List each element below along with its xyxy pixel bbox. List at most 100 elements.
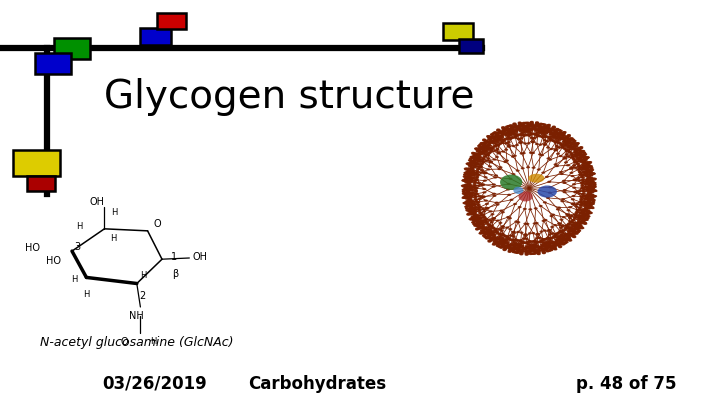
Circle shape — [510, 126, 514, 128]
Circle shape — [562, 216, 566, 218]
Circle shape — [485, 147, 489, 149]
Circle shape — [546, 229, 551, 232]
Circle shape — [573, 149, 577, 151]
Circle shape — [535, 249, 539, 252]
Circle shape — [498, 241, 502, 244]
Circle shape — [583, 222, 587, 224]
Circle shape — [482, 142, 486, 145]
Circle shape — [536, 241, 541, 243]
Circle shape — [577, 170, 582, 173]
Circle shape — [544, 249, 548, 251]
Circle shape — [490, 136, 495, 138]
Circle shape — [469, 161, 474, 163]
Circle shape — [522, 125, 526, 127]
Circle shape — [557, 222, 562, 224]
Circle shape — [575, 158, 580, 160]
Circle shape — [485, 141, 488, 143]
Circle shape — [461, 185, 465, 187]
Circle shape — [482, 229, 485, 231]
Circle shape — [473, 212, 477, 214]
Circle shape — [513, 124, 517, 126]
Circle shape — [567, 223, 570, 226]
Circle shape — [474, 153, 478, 155]
Circle shape — [546, 245, 550, 248]
Circle shape — [544, 248, 548, 250]
Circle shape — [495, 132, 500, 134]
Circle shape — [466, 173, 470, 175]
Circle shape — [485, 146, 490, 148]
Circle shape — [515, 247, 519, 249]
Circle shape — [549, 138, 553, 140]
Circle shape — [585, 217, 590, 219]
Circle shape — [593, 179, 596, 181]
Circle shape — [518, 142, 523, 144]
Circle shape — [575, 209, 580, 211]
Circle shape — [553, 242, 557, 245]
Circle shape — [588, 200, 591, 202]
Circle shape — [513, 127, 518, 129]
Circle shape — [476, 221, 480, 223]
Circle shape — [481, 160, 485, 163]
Circle shape — [498, 136, 501, 139]
Circle shape — [504, 246, 508, 248]
Circle shape — [528, 131, 532, 134]
Circle shape — [479, 216, 483, 219]
Circle shape — [575, 153, 579, 155]
Circle shape — [575, 145, 578, 147]
Circle shape — [581, 174, 585, 176]
Circle shape — [554, 138, 559, 140]
Circle shape — [472, 206, 476, 209]
Circle shape — [539, 127, 543, 129]
Circle shape — [542, 126, 546, 128]
Circle shape — [573, 224, 577, 226]
Circle shape — [523, 131, 526, 133]
Circle shape — [582, 222, 586, 224]
Circle shape — [588, 183, 593, 186]
Circle shape — [580, 146, 583, 148]
Circle shape — [482, 146, 486, 148]
Circle shape — [567, 145, 571, 147]
Circle shape — [467, 174, 471, 177]
Circle shape — [554, 132, 559, 135]
Circle shape — [533, 250, 536, 252]
Circle shape — [570, 152, 573, 155]
Circle shape — [505, 245, 508, 247]
Circle shape — [521, 241, 526, 243]
Circle shape — [470, 172, 474, 175]
Circle shape — [513, 251, 518, 254]
Circle shape — [477, 217, 480, 219]
Circle shape — [526, 122, 530, 124]
Circle shape — [523, 126, 527, 128]
Circle shape — [579, 205, 583, 207]
Circle shape — [532, 137, 536, 139]
Circle shape — [549, 246, 553, 248]
Circle shape — [576, 154, 580, 156]
Circle shape — [463, 187, 467, 189]
Circle shape — [508, 129, 512, 131]
Circle shape — [563, 189, 567, 191]
Circle shape — [513, 203, 517, 205]
Circle shape — [570, 142, 574, 144]
Circle shape — [547, 237, 551, 240]
Circle shape — [546, 125, 551, 128]
Circle shape — [542, 130, 546, 132]
Circle shape — [588, 199, 592, 201]
Circle shape — [492, 136, 497, 139]
Circle shape — [548, 158, 552, 161]
Circle shape — [554, 141, 557, 144]
Circle shape — [468, 168, 472, 171]
Circle shape — [523, 248, 527, 250]
Circle shape — [543, 241, 547, 244]
Circle shape — [532, 246, 536, 248]
Circle shape — [472, 177, 476, 179]
Circle shape — [593, 196, 596, 198]
Circle shape — [492, 135, 496, 137]
Circle shape — [552, 134, 555, 136]
Circle shape — [481, 184, 485, 186]
Circle shape — [528, 128, 531, 130]
Circle shape — [498, 238, 501, 240]
Circle shape — [539, 126, 543, 128]
Circle shape — [472, 207, 476, 209]
Circle shape — [466, 213, 470, 216]
Circle shape — [583, 223, 588, 225]
